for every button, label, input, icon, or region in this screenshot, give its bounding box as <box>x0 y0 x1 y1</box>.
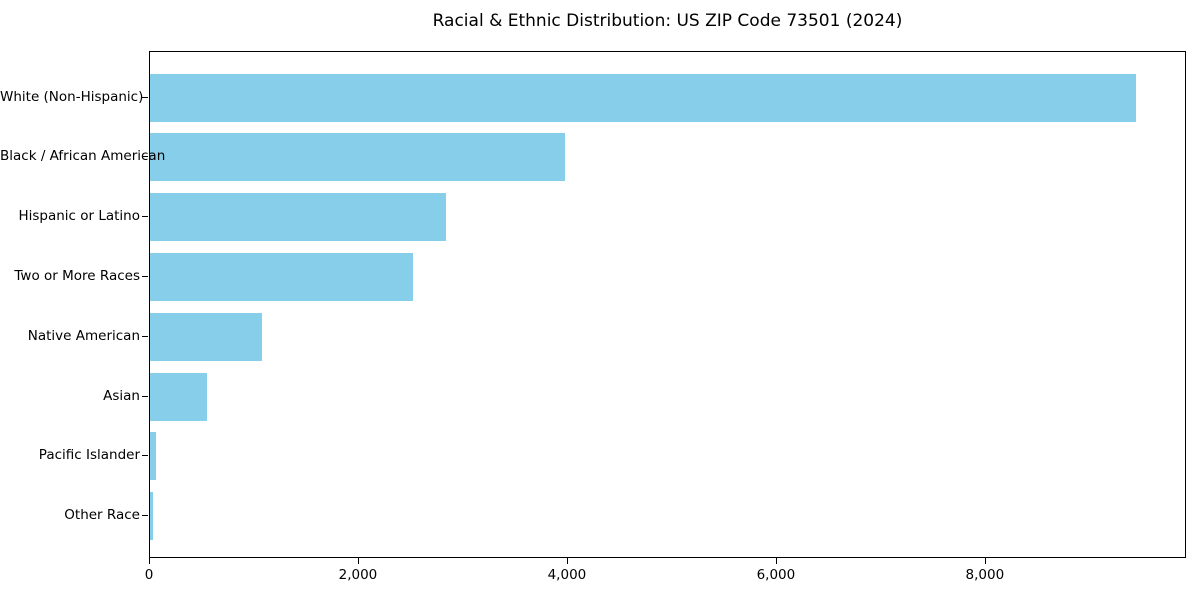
y-tick-mark <box>142 395 148 397</box>
chart-title: Racial & Ethnic Distribution: US ZIP Cod… <box>432 11 903 31</box>
x-tick-mark <box>357 558 359 564</box>
bar-pacific-islander <box>150 432 156 481</box>
bar-other-race <box>150 492 153 541</box>
y-tick-label-native-american: Native American <box>27 327 140 344</box>
bar-asian <box>150 372 207 421</box>
y-tick-mark <box>142 156 148 158</box>
y-tick-label-asian: Asian <box>103 387 140 404</box>
y-tick-label-two-or-more-races: Two or More Races <box>14 267 140 284</box>
bar-native-american <box>150 312 262 361</box>
bar-hispanic-or-latino <box>150 193 446 242</box>
y-tick-mark <box>142 216 148 218</box>
x-tick-label-6-000: 6,000 <box>756 567 796 583</box>
x-tick-label-4-000: 4,000 <box>547 567 587 583</box>
y-tick-label-black-african-american: Black / African American <box>0 148 166 165</box>
bar-two-or-more-races <box>150 252 413 301</box>
y-tick-mark <box>142 275 148 277</box>
y-tick-mark <box>142 455 148 457</box>
y-tick-label-pacific-islander: Pacific Islander <box>38 447 140 464</box>
y-tick-label-other-race: Other Race <box>64 507 140 524</box>
x-tick-mark <box>149 558 150 564</box>
x-tick-mark <box>566 558 568 564</box>
x-tick-mark <box>775 558 777 564</box>
y-tick-label-white-non-hispanic: White (Non-Hispanic) <box>0 88 144 105</box>
y-tick-mark <box>142 335 148 337</box>
x-tick-mark <box>984 558 986 564</box>
y-tick-label-hispanic-or-latino: Hispanic or Latino <box>18 208 140 225</box>
bar-white-non-hispanic <box>150 73 1137 122</box>
x-tick-label-2-000: 2,000 <box>338 567 378 583</box>
x-tick-label-0: 0 <box>144 567 154 583</box>
plot-area <box>149 51 1186 558</box>
bar-black-african-american <box>150 133 565 182</box>
y-tick-mark <box>142 96 148 98</box>
y-tick-mark <box>142 515 148 517</box>
x-tick-label-8-000: 8,000 <box>965 567 1005 583</box>
